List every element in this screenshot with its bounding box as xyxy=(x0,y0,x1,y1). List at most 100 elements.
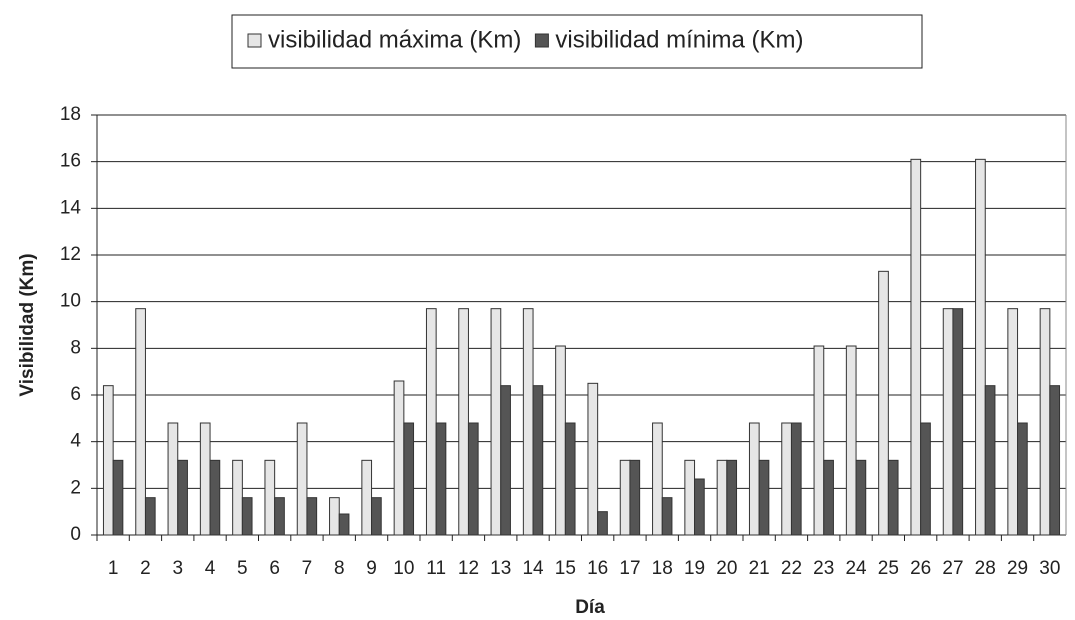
bar xyxy=(758,459,770,536)
x-tick-label: 30 xyxy=(1039,558,1060,579)
bar xyxy=(532,385,544,536)
bar xyxy=(329,497,340,536)
y-tick-label: 10 xyxy=(60,291,81,312)
x-tick-label: 20 xyxy=(716,558,737,579)
y-tick-label: 16 xyxy=(60,151,81,172)
x-tick-label: 21 xyxy=(749,558,770,579)
bar xyxy=(177,459,188,536)
x-tick-label: 29 xyxy=(1007,558,1028,579)
x-tick-label: 8 xyxy=(334,558,345,579)
x-tick-label: 17 xyxy=(619,558,640,579)
bar xyxy=(241,497,253,536)
y-tick-label: 12 xyxy=(60,244,81,265)
bar xyxy=(232,459,243,536)
bar xyxy=(425,308,437,536)
y-tick-label: 18 xyxy=(60,104,81,125)
x-tick-label: 5 xyxy=(237,558,248,579)
bar xyxy=(274,497,285,536)
bar xyxy=(564,422,576,536)
x-axis-label: Día xyxy=(575,597,605,618)
bar xyxy=(823,459,834,536)
bar xyxy=(887,459,899,536)
bar xyxy=(361,459,373,536)
x-tick-label: 10 xyxy=(393,558,414,579)
bar xyxy=(920,422,931,536)
bar xyxy=(199,422,211,536)
y-tick-label: 8 xyxy=(70,337,81,358)
x-tick-label: 22 xyxy=(781,558,802,579)
bar xyxy=(781,422,792,536)
legend-swatch xyxy=(534,33,549,48)
bar xyxy=(403,422,415,536)
y-tick-label: 14 xyxy=(60,197,82,218)
bar xyxy=(855,459,867,536)
x-tick-label: 6 xyxy=(269,558,280,579)
bar xyxy=(619,459,631,536)
x-tick-label: 28 xyxy=(975,558,996,579)
x-tick-label: 2 xyxy=(140,558,151,579)
bar xyxy=(102,385,114,536)
bar xyxy=(435,422,447,536)
bar xyxy=(813,345,825,536)
bar xyxy=(726,459,738,536)
x-tick-label: 13 xyxy=(490,558,511,579)
bar xyxy=(845,345,857,536)
y-axis-label: Visibilidad (Km) xyxy=(17,253,38,396)
bar xyxy=(209,459,221,536)
bar xyxy=(264,459,276,536)
bar xyxy=(975,158,986,536)
bar xyxy=(684,459,696,536)
x-tick-label: 7 xyxy=(302,558,313,579)
bar xyxy=(952,308,964,536)
bar xyxy=(458,308,469,536)
legend-swatch xyxy=(247,33,262,48)
y-tick-label: 6 xyxy=(70,384,81,405)
x-tick-label: 16 xyxy=(587,558,608,579)
x-tick-label: 19 xyxy=(684,558,705,579)
bar xyxy=(522,308,534,536)
bar xyxy=(878,270,889,536)
bar xyxy=(500,385,511,536)
bar xyxy=(1049,385,1061,536)
bar xyxy=(135,308,146,536)
x-tick-label: 1 xyxy=(108,558,119,579)
bar xyxy=(652,422,663,536)
bar xyxy=(942,308,954,536)
x-tick-label: 27 xyxy=(942,558,963,579)
y-tick-label: 4 xyxy=(70,431,81,452)
bar xyxy=(597,511,608,536)
bar xyxy=(1007,308,1019,536)
y-tick-label: 2 xyxy=(70,477,81,498)
bar xyxy=(306,497,318,536)
x-tick-label: 4 xyxy=(205,558,216,579)
bar xyxy=(490,308,502,536)
bar xyxy=(984,385,996,536)
bar xyxy=(587,382,599,536)
bar xyxy=(661,497,673,536)
bar xyxy=(371,497,382,536)
bar xyxy=(748,422,760,536)
bar xyxy=(1017,422,1028,536)
x-tick-label: 14 xyxy=(522,558,544,579)
x-tick-label: 12 xyxy=(458,558,479,579)
bar xyxy=(1039,308,1051,536)
x-tick-label: 18 xyxy=(652,558,673,579)
bar xyxy=(694,478,705,536)
x-tick-label: 25 xyxy=(878,558,899,579)
bar xyxy=(790,422,802,536)
bar xyxy=(467,422,479,536)
legend-label: visibilidad máxima (Km) xyxy=(268,26,521,53)
x-tick-label: 24 xyxy=(845,558,867,579)
legend-box xyxy=(231,14,923,69)
x-tick-label: 3 xyxy=(172,558,183,579)
bar xyxy=(629,459,641,536)
bar xyxy=(393,380,405,536)
bar xyxy=(167,422,179,536)
x-tick-label: 15 xyxy=(555,558,576,579)
bar xyxy=(296,422,308,536)
legend-label: visibilidad mínima (Km) xyxy=(555,26,803,53)
x-tick-label: 23 xyxy=(813,558,834,579)
x-tick-label: 9 xyxy=(366,558,377,579)
x-tick-label: 11 xyxy=(426,558,446,579)
